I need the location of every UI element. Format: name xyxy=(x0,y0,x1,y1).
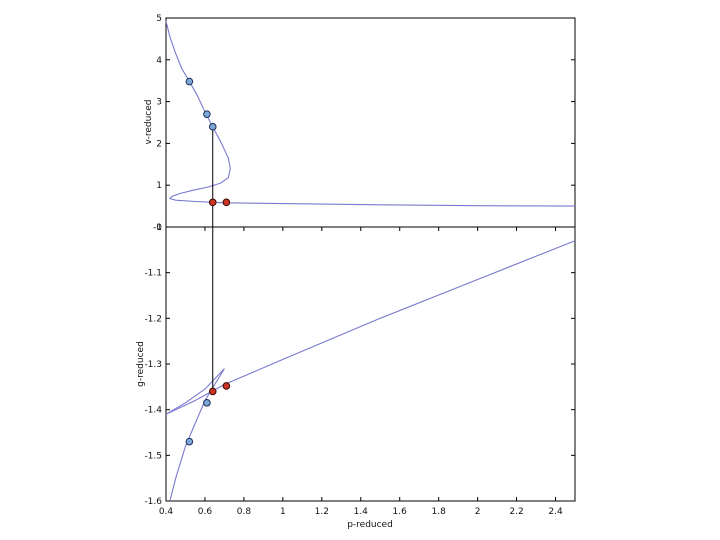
bottom-y-tick-label: -1.6 xyxy=(144,497,162,507)
bottom-x-ticks: 0.4 0.6 0.8 1 1.2 1.4 1.6 1.8 2 2.2 2.4 xyxy=(159,227,563,517)
bottom-y-tick-label: -1.3 xyxy=(144,360,162,370)
top-point-blue xyxy=(185,77,194,86)
bottom-curves xyxy=(165,240,576,502)
bottom-x-tick-label: 1.8 xyxy=(432,507,447,517)
bottom-x-tick-label: 1 xyxy=(280,507,286,517)
bottom-x-tick-label: 2 xyxy=(475,507,481,517)
top-point-blue xyxy=(203,110,211,118)
bottom-point-blue xyxy=(185,437,194,446)
top-y-tick-label: 5 xyxy=(156,14,162,24)
top-point-red xyxy=(222,198,231,207)
bottom-y-axis-label: g-reduced xyxy=(136,341,146,387)
bottom-y-tick-label: -1 xyxy=(153,223,162,233)
top-y-axis-label: v-reduced xyxy=(144,100,154,145)
top-y-ticks: 0 1 2 3 4 5 xyxy=(156,14,575,233)
top-curves xyxy=(165,21,576,207)
top-plot-frame xyxy=(165,17,576,228)
bottom-series-line-2 xyxy=(165,240,576,415)
bottom-series-line-1 xyxy=(165,368,225,415)
top-point-blue xyxy=(208,122,217,131)
top-points xyxy=(185,77,231,207)
top-y-tick-label: 1 xyxy=(156,181,162,191)
bottom-y-tick-label: -1.2 xyxy=(144,314,162,324)
bottom-points xyxy=(185,382,231,446)
top-series-line-0 xyxy=(165,21,576,207)
top-y-tick-label: 3 xyxy=(156,98,162,108)
bottom-y-tick-label: -1.5 xyxy=(144,451,162,461)
bottom-plot: 0.4 0.6 0.8 1 1.2 1.4 1.6 1.8 2 2.2 2.4 -1.6-1.5-1… xyxy=(136,223,576,530)
bottom-x-tick-label: 1.6 xyxy=(393,507,408,517)
bottom-x-tick-label: 1.4 xyxy=(354,507,369,517)
top-y-tick-label: 4 xyxy=(156,56,162,66)
bottom-x-tick-label: 2.4 xyxy=(548,507,563,517)
bottom-point-blue xyxy=(203,399,211,407)
bottom-y-tick-label: -1.1 xyxy=(144,269,162,279)
bottom-x-tick-label: 0.8 xyxy=(237,507,252,517)
bottom-series-line-0 xyxy=(169,368,225,502)
top-y-tick-label: 0 xyxy=(156,223,162,233)
top-point-red xyxy=(208,198,217,207)
bottom-x-axis-label: p-reduced xyxy=(347,520,393,530)
bottom-x-tick-label: 0.6 xyxy=(198,507,213,517)
bottom-point-red xyxy=(222,382,231,390)
bottom-x-tick-label: 0.4 xyxy=(159,507,174,517)
top-plot: 0 1 2 3 4 5 v-reduced xyxy=(144,14,576,233)
bottom-x-tick-label: 1.2 xyxy=(315,507,329,517)
bottom-point-red xyxy=(208,387,217,396)
bottom-y-tick-label: -1.4 xyxy=(144,406,162,416)
bottom-x-tick-label: 2.2 xyxy=(509,507,523,517)
bottom-plot-frame xyxy=(165,226,576,502)
top-y-tick-label: 2 xyxy=(156,139,162,149)
bottom-y-ticks: -1.6 -1.5 -1.4 -1.3 -1.2 -1.1 -1 xyxy=(144,223,575,507)
